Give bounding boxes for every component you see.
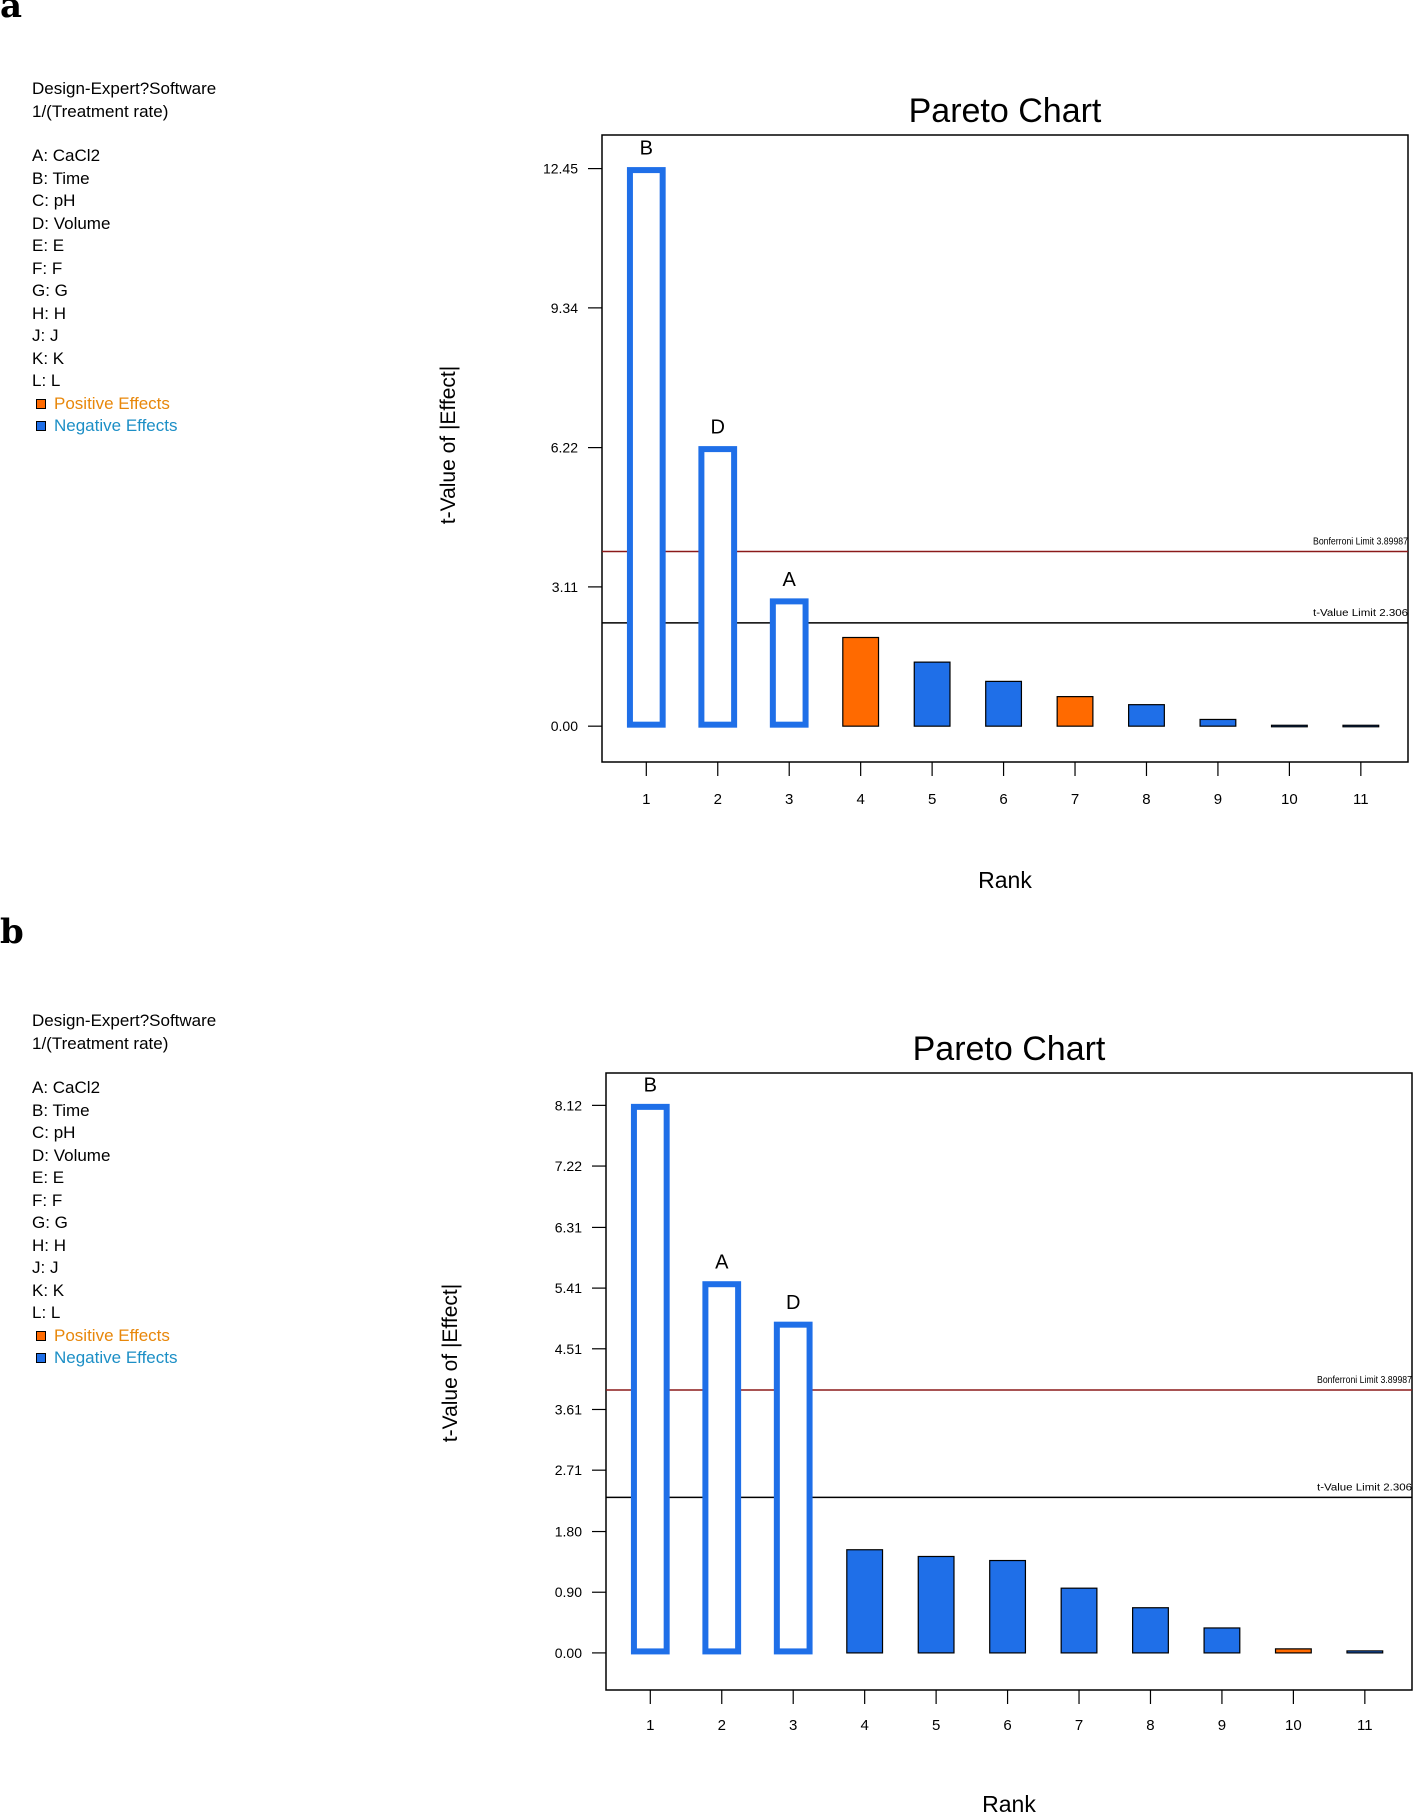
- bar-9: [1204, 1628, 1240, 1653]
- bar-5: [918, 1556, 954, 1652]
- x-tick-label: 11: [1353, 791, 1369, 808]
- y-tick-label: 3.61: [555, 1401, 582, 1417]
- y-tick-label: 3.11: [552, 579, 578, 595]
- y-tick-label: 0.00: [555, 1645, 582, 1661]
- pareto-chart-b: Pareto Chart 0.00 0.90 1.80 2.71 3.61 4.51 5.41…: [0, 920, 1416, 1814]
- bar-label-1: B: [644, 1074, 657, 1096]
- x-tick-label: 8: [1142, 791, 1150, 808]
- y-axis-label: t-Value of |Effect|: [437, 366, 460, 524]
- y-tick-label: 0.00: [551, 718, 578, 734]
- y-tick-label: 2.71: [555, 1462, 582, 1478]
- bar-7: [1061, 1588, 1097, 1653]
- y-axis-label: t-Value of |Effect|: [439, 1284, 462, 1442]
- bar-1: [628, 169, 664, 727]
- x-axis-label: Rank: [978, 867, 1032, 893]
- x-axis-label: Rank: [982, 1791, 1036, 1814]
- x-tick-label: 1: [642, 791, 650, 808]
- bar-9: [1200, 719, 1236, 726]
- x-tick-label: 11: [1357, 1717, 1373, 1734]
- bar-1: [632, 1105, 668, 1653]
- bar-label-2: A: [715, 1252, 729, 1274]
- y-tick-label: 6.31: [555, 1219, 582, 1235]
- chart-title: Pareto Chart: [913, 1030, 1106, 1068]
- bar-11: [1343, 725, 1379, 727]
- x-tick-label: 10: [1281, 791, 1298, 808]
- y-tick-label: 5.41: [555, 1280, 582, 1296]
- bar-label-2: D: [711, 417, 725, 439]
- bar-label-1: B: [640, 138, 653, 160]
- bonferroni-limit-label: Bonferroni Limit 3.89987: [1313, 537, 1408, 548]
- x-tick-label: 6: [999, 791, 1007, 808]
- x-tick-label: 2: [714, 791, 722, 808]
- x-tick-label: 3: [789, 1717, 797, 1734]
- bonferroni-limit-label: Bonferroni Limit 3.89987: [1317, 1375, 1412, 1386]
- tlimit-limit-label: t-Value Limit 2.306: [1313, 608, 1408, 619]
- bar-5: [914, 662, 950, 726]
- y-tick-label: 6.22: [551, 440, 578, 456]
- bar-6: [990, 1561, 1026, 1653]
- y-tick-label: 8.12: [555, 1097, 582, 1113]
- x-tick-label: 3: [785, 791, 793, 808]
- x-tick-label: 4: [856, 791, 864, 808]
- x-tick-label: 7: [1075, 1717, 1083, 1734]
- y-tick-label: 4.51: [555, 1341, 582, 1357]
- x-tick-label: 2: [718, 1717, 726, 1734]
- bar-10: [1272, 725, 1308, 727]
- bar-6: [986, 681, 1022, 726]
- x-tick-label: 1: [646, 1717, 654, 1734]
- bar-4: [847, 1550, 883, 1653]
- x-tick-label: 4: [860, 1717, 868, 1734]
- bar-label-3: A: [783, 569, 797, 591]
- bar-3: [771, 600, 807, 726]
- x-tick-label: 9: [1218, 1717, 1226, 1734]
- y-tick-label: 7.22: [555, 1158, 582, 1174]
- y-tick-label: 12.45: [543, 161, 578, 177]
- y-tick-label: 9.34: [551, 300, 578, 316]
- x-tick-label: 6: [1003, 1717, 1011, 1734]
- x-tick-label: 5: [928, 791, 936, 808]
- x-tick-label: 8: [1146, 1717, 1154, 1734]
- bar-10: [1276, 1649, 1312, 1653]
- bar-label-3: D: [786, 1292, 800, 1314]
- x-tick-label: 10: [1285, 1717, 1302, 1734]
- bar-2: [704, 1283, 740, 1653]
- bar-7: [1057, 697, 1093, 727]
- pareto-chart-a: Pareto Chart 0.00 3.11 6.22 9.34 12.45 t-Value…: [0, 0, 1416, 920]
- chart-title: Pareto Chart: [909, 92, 1102, 130]
- bar-4: [843, 637, 879, 726]
- bar-11: [1347, 1651, 1383, 1653]
- x-tick-label: 9: [1214, 791, 1222, 808]
- y-tick-label: 0.90: [555, 1584, 582, 1600]
- bar-2: [700, 448, 736, 727]
- x-tick-label: 5: [932, 1717, 940, 1734]
- tlimit-limit-label: t-Value Limit 2.306: [1317, 1482, 1412, 1493]
- y-tick-label: 1.80: [555, 1524, 582, 1540]
- bar-3: [775, 1323, 811, 1653]
- bar-8: [1133, 1608, 1169, 1653]
- x-tick-label: 7: [1071, 791, 1079, 808]
- bar-8: [1129, 705, 1165, 726]
